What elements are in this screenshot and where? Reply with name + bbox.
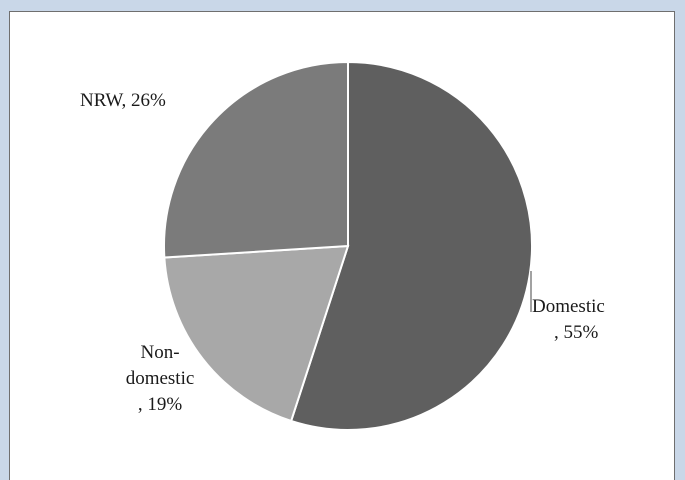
pie-labels: Domestic, 55% Non-domestic, 19% NRW, 26%	[80, 90, 605, 415]
pie-label-domestic: Domestic, 55%	[532, 296, 605, 343]
pie-slices	[163, 60, 533, 431]
pie-label-non-domestic: Non-domestic, 19%	[126, 342, 195, 415]
pie-slice-non-domestic	[163, 244, 350, 423]
pie-slice-domestic	[289, 60, 533, 431]
pie-label-nrw: NRW, 26%	[80, 90, 166, 111]
pie-slice-nrw	[163, 60, 349, 259]
